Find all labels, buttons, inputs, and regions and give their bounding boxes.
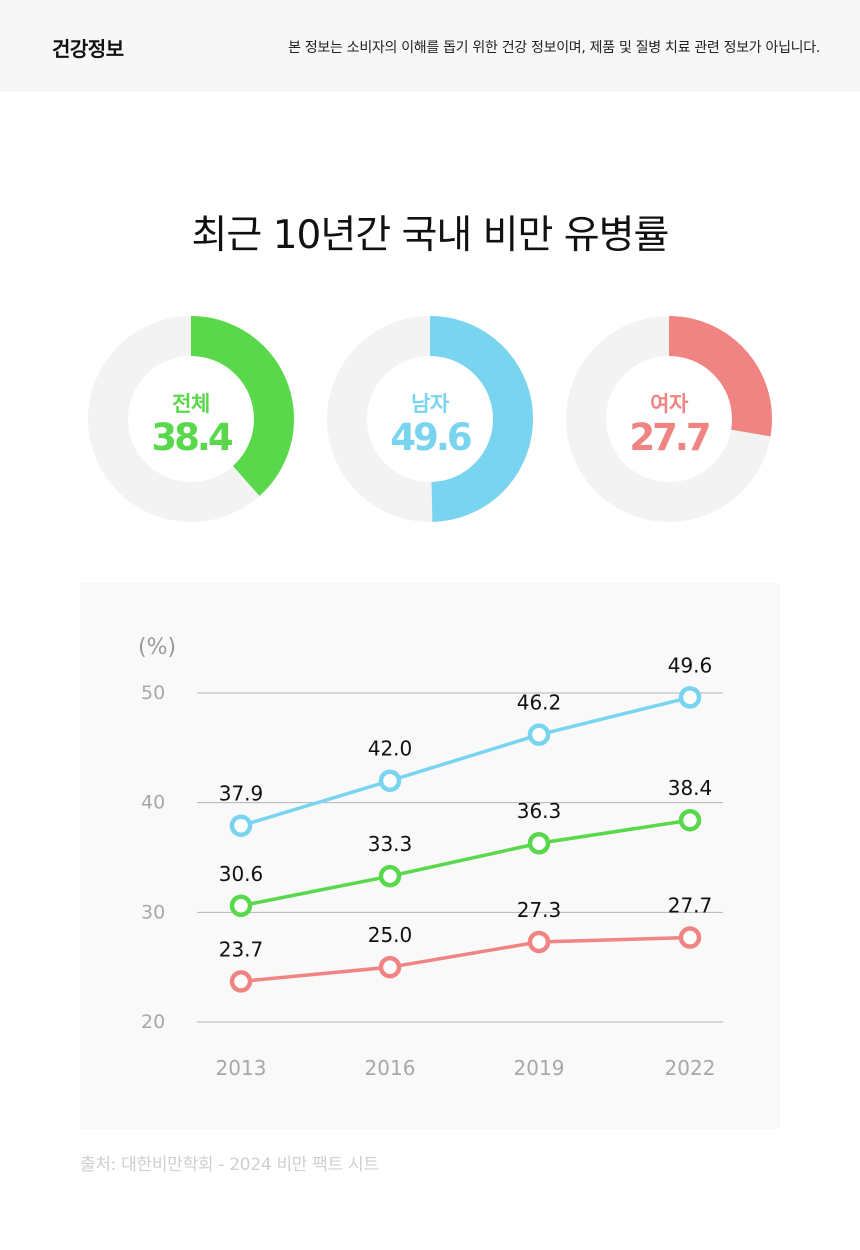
data-label: 23.7 — [219, 937, 264, 961]
donut-female-ring — [566, 316, 772, 522]
y-tick-label: 50 — [141, 682, 165, 704]
line-chart: (%) 50 40 30 20 2013 2016 2019 2022 37.9 42.0 46.2 4… — [138, 635, 723, 1080]
data-point — [678, 808, 702, 832]
data-label: 37.9 — [219, 782, 264, 806]
data-point — [378, 864, 402, 888]
donut-female: 여자 27.7 — [565, 314, 785, 534]
data-point — [527, 930, 551, 954]
disclaimer-notice: 본 정보는 소비자의 이해를 돕기 위한 건강 정보이며, 제품 및 질병 치료… — [288, 40, 820, 56]
page-title: 최근 10년간 국내 비만 유병률 — [191, 213, 670, 258]
data-label: 38.4 — [668, 776, 713, 800]
donut-arc — [566, 316, 772, 522]
data-label: 27.3 — [517, 898, 562, 922]
brand-label: 건강정보 — [52, 37, 124, 61]
data-label: 30.6 — [219, 862, 264, 886]
data-point — [378, 769, 402, 792]
donut-label: 여자 — [650, 392, 688, 416]
y-tick-label: 30 — [141, 901, 165, 923]
header-bar: 건강정보 본 정보는 소비자의 이해를 돕기 위한 건강 정보이며, 제품 및 … — [0, 0, 860, 92]
data-point — [229, 814, 253, 837]
x-tick-label: 2019 — [514, 1056, 565, 1080]
y-tick-label: 40 — [141, 792, 165, 814]
data-point — [229, 970, 253, 993]
x-tick-label: 2022 — [665, 1056, 716, 1080]
donut-total-ring — [88, 316, 294, 522]
data-label: 33.3 — [368, 832, 413, 856]
series-line — [240, 935, 691, 984]
data-label: 49.6 — [668, 653, 713, 677]
data-point — [678, 686, 702, 709]
series-line — [240, 695, 691, 828]
y-tick-label: 20 — [141, 1011, 165, 1033]
line-chart-panel: (%) 50 40 30 20 2013 2016 2019 2022 37.9 42.0 46.2 4… — [80, 583, 780, 1129]
donut-value: 27.7 — [629, 416, 711, 459]
data-label: 27.7 — [668, 894, 713, 918]
data-point — [378, 955, 402, 979]
donut-summary: 전체 38.4 남자 49.6 여자 27.7 — [0, 314, 860, 534]
data-point — [229, 894, 253, 918]
donut-arc — [88, 316, 294, 522]
data-label: 42.0 — [368, 737, 413, 761]
y-axis-unit: (%) — [138, 635, 176, 660]
donut-label: 전체 — [172, 392, 210, 416]
donut-arc — [327, 316, 533, 522]
data-point — [527, 831, 551, 855]
source-note: 출처: 대한비만학회 - 2024 비만 팩트 시트 — [80, 1155, 379, 1175]
data-point — [527, 723, 551, 746]
donut-value: 38.4 — [151, 416, 233, 459]
donut-male-ring — [327, 316, 533, 522]
data-point — [678, 926, 702, 949]
donut-label: 남자 — [411, 392, 449, 416]
data-label: 46.2 — [517, 691, 562, 715]
series-line — [240, 818, 691, 908]
data-label: 36.3 — [517, 799, 562, 823]
data-label: 25.0 — [368, 923, 413, 947]
x-tick-label: 2013 — [216, 1056, 267, 1080]
donut-value: 49.6 — [390, 416, 472, 459]
donut-total: 전체 38.4 — [87, 314, 307, 534]
x-tick-label: 2016 — [365, 1056, 416, 1080]
donut-male: 남자 49.6 — [326, 314, 546, 534]
